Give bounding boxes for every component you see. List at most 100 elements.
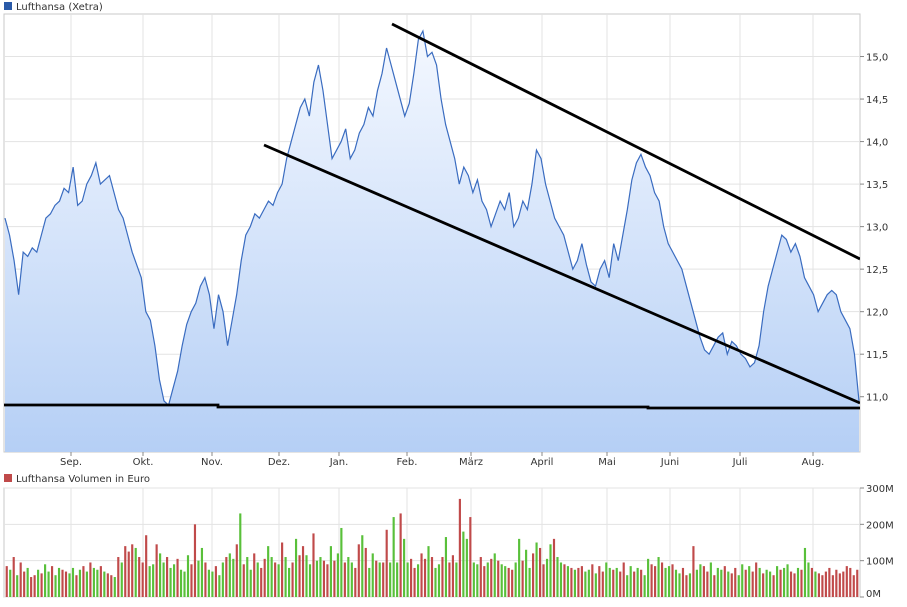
volume-panel: Lufthansa Volumen in Euro 0M 100M 200M 300M <box>3 474 894 600</box>
price-y-tick-label: 13,0 <box>866 223 888 234</box>
volume-bar <box>281 542 284 597</box>
volume-bar <box>556 557 559 597</box>
volume-bar <box>350 562 353 597</box>
volume-bar <box>497 560 500 597</box>
volume-bar <box>162 562 165 597</box>
volume-bar <box>361 535 364 597</box>
price-y-axis: 11,0 11,5 12,0 12,5 13,0 13,5 14,0 14,5 15,0 <box>860 53 888 404</box>
price-x-tick-label: Dez. <box>268 457 290 468</box>
volume-bars <box>5 498 859 597</box>
price-y-tick-label: 12,5 <box>866 265 888 276</box>
volume-bar <box>786 564 789 597</box>
volume-bar <box>626 575 629 597</box>
volume-bar <box>559 562 563 597</box>
price-y-tick-label: 14,5 <box>866 95 888 106</box>
lower-trend-line <box>263 143 860 405</box>
volume-bar <box>838 573 841 597</box>
volume-bar <box>640 569 643 597</box>
volume-bar <box>814 571 817 597</box>
volume-bar <box>106 573 109 597</box>
volume-bar <box>744 569 747 597</box>
volume-bar <box>368 567 371 597</box>
volume-bar <box>33 575 36 597</box>
volume-bar <box>152 564 155 597</box>
volume-bar <box>322 560 326 597</box>
volume-bar <box>50 566 54 597</box>
volume-bar <box>193 524 197 597</box>
volume-bar <box>166 557 169 597</box>
volume-bar <box>204 562 207 597</box>
price-x-tick-label: Aug. <box>802 457 825 468</box>
volume-bar <box>580 566 583 597</box>
volume-bar <box>518 538 521 597</box>
volume-bar <box>782 567 786 597</box>
volume-bar <box>444 537 448 597</box>
volume-bar <box>54 575 57 597</box>
volume-bar <box>695 569 698 597</box>
volume-bar <box>148 566 151 597</box>
volume-bar <box>89 562 92 597</box>
price-x-tick-label: Juni <box>660 457 679 468</box>
volume-bar <box>267 546 270 597</box>
volume-bar <box>218 575 221 597</box>
volume-legend-swatch <box>4 474 12 482</box>
volume-bar <box>654 566 657 597</box>
volume-bar <box>692 546 695 597</box>
volume-bar <box>211 571 214 597</box>
volume-bar <box>291 562 294 597</box>
volume-bar <box>629 566 632 597</box>
volume-bar <box>734 567 737 597</box>
volume-bar <box>657 557 660 597</box>
volume-bar <box>831 575 834 597</box>
volume-bar <box>375 560 378 597</box>
volume-bar <box>437 564 441 597</box>
volume-bar <box>688 573 692 597</box>
volume-bar <box>399 513 402 597</box>
volume-bar <box>263 558 266 597</box>
volume-bar <box>622 562 625 597</box>
volume-bar <box>465 538 468 597</box>
volume-bar <box>5 566 8 597</box>
volume-y-axis: 0M 100M 200M 300M <box>860 484 894 600</box>
price-x-tick-label: April <box>531 457 554 468</box>
volume-bar <box>284 557 287 597</box>
volume-bar <box>16 575 19 597</box>
volume-bar <box>521 560 524 597</box>
volume-bar <box>650 564 653 597</box>
volume-bar <box>441 557 444 597</box>
volume-bar <box>852 575 855 597</box>
volume-bar <box>810 567 814 597</box>
volume-bar <box>410 558 413 597</box>
volume-bar <box>347 557 350 597</box>
volume-bar <box>392 517 395 597</box>
volume-bar <box>253 553 256 597</box>
volume-bar <box>500 564 503 597</box>
volume-bar <box>385 529 388 597</box>
volume-bar <box>455 562 458 597</box>
volume-bar <box>23 571 26 597</box>
price-x-axis: Sep. Okt. Nov. Dez. Jan. Feb. März April Mai Juni… <box>60 452 824 468</box>
volume-bar <box>821 575 824 597</box>
volume-bar <box>378 562 381 597</box>
price-x-tick-label: Jan. <box>329 457 349 468</box>
volume-bar <box>298 555 301 597</box>
volume-bar <box>131 544 134 597</box>
volume-bar <box>842 571 845 597</box>
price-y-tick-label: 11,0 <box>866 393 888 404</box>
volume-bar <box>647 558 650 597</box>
volume-bar <box>577 567 580 597</box>
volume-bar <box>538 547 542 597</box>
volume-bar <box>221 562 224 597</box>
volume-y-tick-label: 100M <box>866 557 894 568</box>
volume-bar <box>239 513 242 597</box>
support-line <box>4 403 860 410</box>
volume-bar <box>699 564 702 597</box>
trend-lines <box>4 22 860 410</box>
volume-bar <box>796 567 800 597</box>
volume-bar <box>249 569 252 597</box>
volume-bar <box>256 562 259 597</box>
volume-bar <box>525 549 528 597</box>
price-x-tick-label: Okt. <box>133 457 154 468</box>
upper-trend-line <box>391 22 860 261</box>
